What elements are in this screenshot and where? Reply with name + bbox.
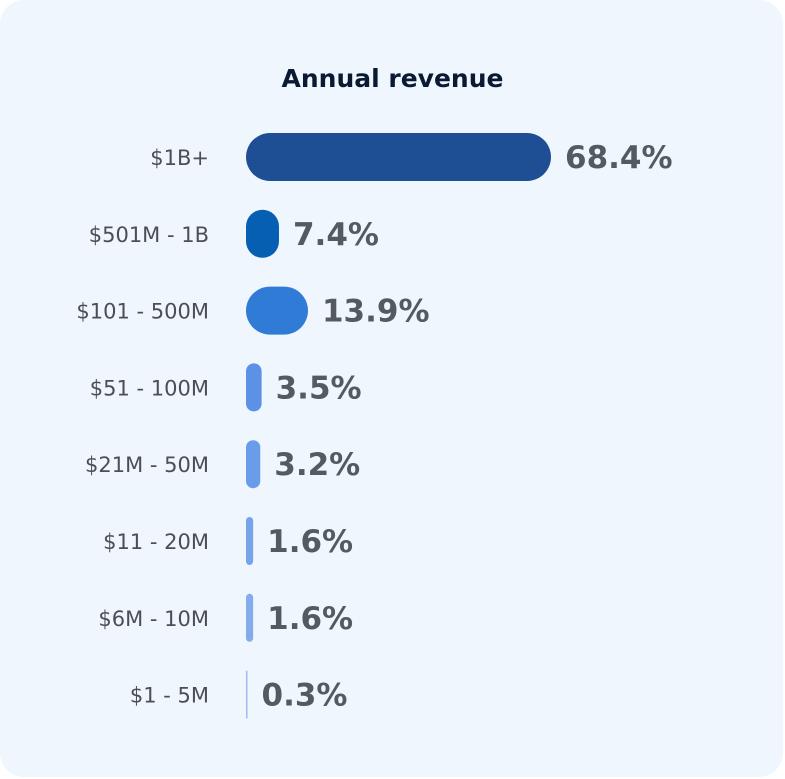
value-label: 3.2% bbox=[274, 447, 360, 483]
bar bbox=[246, 363, 262, 412]
category-label: $11 - 20M bbox=[103, 530, 209, 554]
chart-title: Annual revenue bbox=[281, 64, 504, 93]
category-label: $1 - 5M bbox=[130, 684, 209, 708]
value-label: 3.5% bbox=[276, 370, 362, 406]
category-label: $51 - 100M bbox=[90, 376, 209, 400]
category-label: $21M - 50M bbox=[85, 453, 209, 477]
bar bbox=[246, 593, 254, 642]
bar bbox=[246, 209, 279, 258]
value-label: 13.9% bbox=[322, 294, 430, 330]
value-label: 0.3% bbox=[262, 678, 348, 714]
value-label: 7.4% bbox=[293, 217, 379, 253]
value-label: 68.4% bbox=[565, 140, 673, 176]
category-label: $501M - 1B bbox=[89, 223, 209, 247]
value-label: 1.6% bbox=[267, 524, 353, 560]
category-label: $101 - 500M bbox=[76, 300, 209, 324]
bar bbox=[246, 286, 308, 335]
bar bbox=[246, 440, 261, 489]
bar bbox=[246, 517, 254, 565]
value-label: 1.6% bbox=[267, 601, 353, 637]
bar bbox=[246, 670, 248, 719]
bar bbox=[246, 133, 551, 181]
category-label: $6M - 10M bbox=[98, 607, 209, 631]
category-label: $1B+ bbox=[150, 146, 209, 170]
